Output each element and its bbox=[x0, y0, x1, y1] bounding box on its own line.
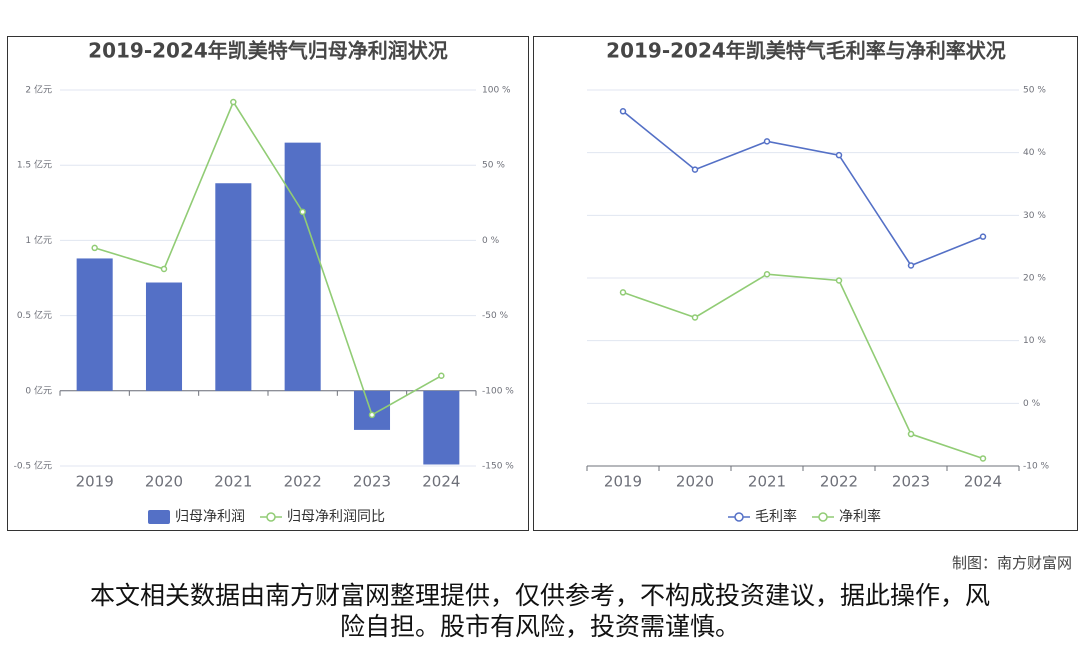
y-tick-label: 0.5 亿元 bbox=[17, 309, 52, 321]
point bbox=[907, 262, 915, 269]
x-tick-label: 2024 bbox=[964, 473, 1002, 491]
point bbox=[979, 455, 987, 462]
y2-tick-label: 100 % bbox=[482, 86, 511, 96]
y2-tick-label: -50 % bbox=[482, 311, 509, 321]
chart-title: 2019-2024年凯美特气归母净利润状况 bbox=[88, 39, 448, 63]
point bbox=[691, 166, 699, 173]
y-tick-label: 0 % bbox=[1023, 399, 1041, 409]
x-tick-label: 2020 bbox=[676, 473, 714, 491]
legend-swatch bbox=[734, 512, 744, 522]
x-tick-label: 2021 bbox=[748, 473, 786, 491]
y2-tick-label: 50 % bbox=[482, 161, 505, 171]
source: 制图：南方财富网 bbox=[951, 554, 1072, 572]
y-tick-label: 10 % bbox=[1023, 336, 1046, 346]
point bbox=[438, 372, 445, 380]
point bbox=[91, 244, 98, 252]
line bbox=[622, 110, 984, 267]
point bbox=[368, 411, 376, 419]
y2-tick-label: -100 % bbox=[482, 386, 514, 396]
y-tick-label: -0.5 亿元 bbox=[14, 460, 52, 472]
point bbox=[230, 98, 237, 106]
y-tick-label: 20 % bbox=[1023, 274, 1046, 284]
y-tick-label: -10 % bbox=[1023, 462, 1050, 472]
y-tick-label: 1 亿元 bbox=[25, 234, 52, 246]
y2-tick-label: 0 % bbox=[482, 236, 500, 246]
point bbox=[160, 265, 168, 273]
point bbox=[299, 208, 306, 216]
x-tick-label: 2023 bbox=[353, 473, 391, 491]
point bbox=[763, 270, 771, 278]
point bbox=[763, 138, 771, 145]
y-tick-label: 2 亿元 bbox=[25, 84, 52, 96]
x-tick-label: 2019 bbox=[604, 473, 642, 491]
bar bbox=[215, 183, 252, 391]
legend-swatch bbox=[148, 510, 170, 524]
bar bbox=[423, 390, 460, 465]
y-tick-label: 40 % bbox=[1023, 148, 1046, 158]
legend-swatch bbox=[266, 512, 276, 522]
legend-swatch bbox=[818, 512, 828, 522]
legend-label: 归母净利润同比 bbox=[287, 508, 385, 525]
chart-title: 2019-2024年凯美特气毛利率与净利率状况 bbox=[606, 39, 1006, 63]
point bbox=[979, 233, 987, 240]
legend-label: 归母净利润 bbox=[175, 508, 245, 525]
bar bbox=[145, 282, 183, 391]
disclaimer: 本文相关数据由南方财富网整理提供，仅供参考，不构成投资建议，据此操作，风险自担。… bbox=[90, 581, 991, 641]
y-tick-label: 50 % bbox=[1023, 86, 1046, 96]
point bbox=[907, 430, 915, 438]
y-tick-label: 0 亿元 bbox=[25, 384, 52, 396]
line bbox=[622, 273, 984, 460]
bar bbox=[353, 390, 391, 430]
panel bbox=[533, 36, 1078, 531]
y-tick-label: 1.5 亿元 bbox=[17, 159, 52, 171]
line bbox=[94, 100, 442, 417]
point bbox=[835, 277, 843, 284]
legend-label: 毛利率 bbox=[755, 508, 797, 525]
x-tick-label: 2019 bbox=[76, 473, 114, 491]
legend-label: 净利率 bbox=[839, 508, 881, 525]
point bbox=[619, 289, 627, 296]
x-tick-label: 2021 bbox=[214, 473, 252, 491]
x-tick-label: 2020 bbox=[145, 473, 183, 491]
bar bbox=[284, 142, 321, 391]
x-tick-label: 2024 bbox=[422, 473, 460, 491]
x-tick-label: 2022 bbox=[284, 473, 322, 491]
panel bbox=[7, 36, 529, 531]
point bbox=[619, 108, 627, 115]
x-tick-label: 2023 bbox=[892, 473, 930, 491]
y2-tick-label: -150 % bbox=[482, 462, 514, 472]
point bbox=[691, 314, 699, 321]
bar bbox=[76, 258, 113, 391]
point bbox=[835, 151, 843, 159]
x-tick-label: 2022 bbox=[820, 473, 858, 491]
y-tick-label: 30 % bbox=[1023, 211, 1046, 221]
